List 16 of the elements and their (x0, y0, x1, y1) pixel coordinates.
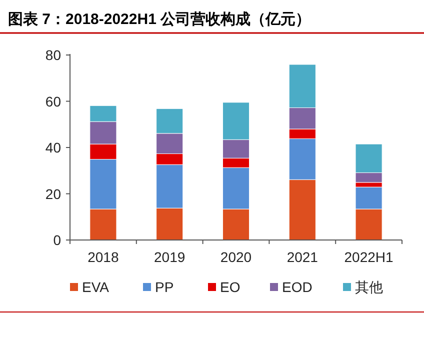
x-tick-label: 2020 (220, 249, 252, 265)
chart-title: 图表 7：2018-2022H1 公司营收构成（亿元） (8, 11, 311, 28)
y-tick-label: 80 (45, 47, 62, 63)
legend-label: EO (220, 279, 240, 295)
legend-label: PP (155, 279, 174, 295)
y-tick-label: 40 (45, 140, 62, 156)
y-tick-label: 0 (53, 232, 62, 248)
x-tick-label: 2019 (154, 249, 186, 265)
legend-label: EVA (82, 279, 110, 295)
y-tick-label: 60 (45, 93, 62, 110)
legend-label: 其他 (355, 279, 383, 295)
x-tick-label: 2021 (286, 249, 318, 265)
y-tick-label: 20 (45, 186, 62, 202)
legend-label: EOD (282, 279, 312, 295)
x-tick-label: 2022H1 (344, 249, 394, 265)
x-tick-label: 2018 (88, 249, 119, 265)
